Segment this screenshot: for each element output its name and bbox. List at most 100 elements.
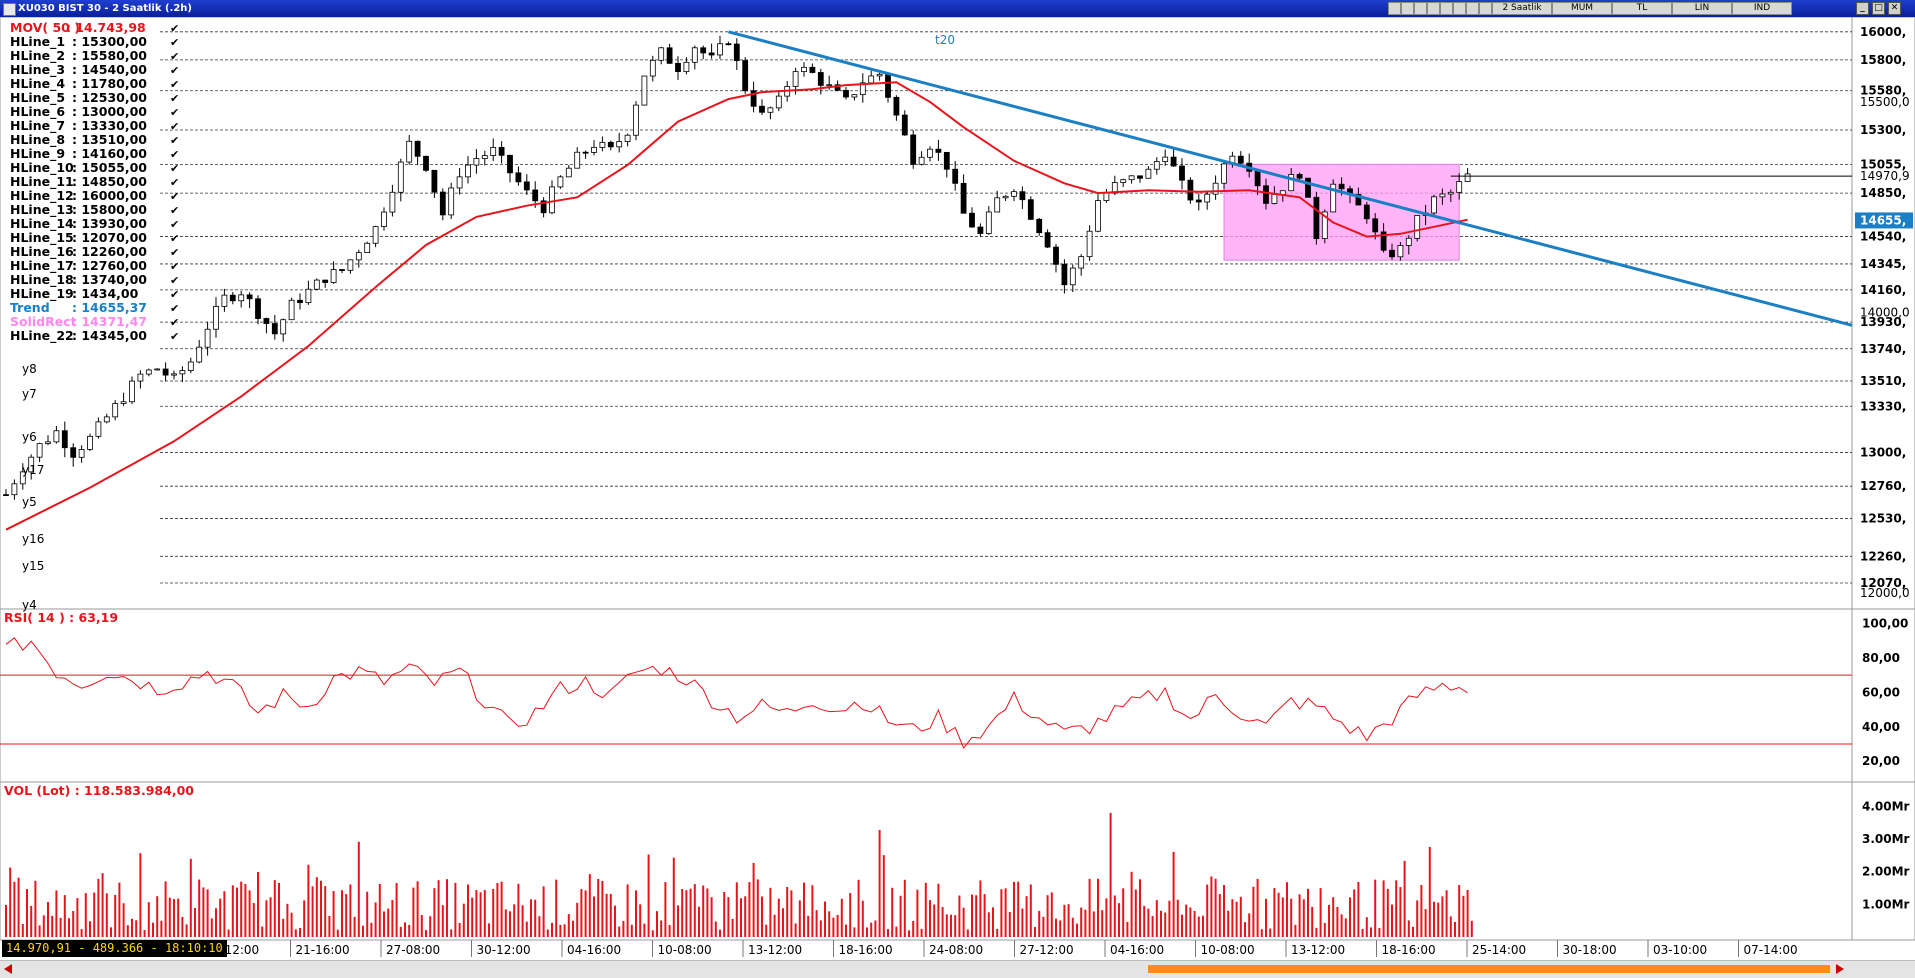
check-icon: ✔ bbox=[170, 330, 179, 343]
candle-112 bbox=[943, 151, 950, 178]
candle-139 bbox=[1170, 149, 1177, 167]
scroll-thumb[interactable] bbox=[1148, 965, 1830, 973]
candle-22 bbox=[187, 357, 194, 374]
candle-174 bbox=[1464, 168, 1471, 182]
tool-delete-icon[interactable] bbox=[1479, 2, 1492, 15]
legend-item-16[interactable]: HLine_16: 12260,00 ✔ bbox=[10, 244, 179, 260]
candle-4 bbox=[36, 442, 43, 463]
legend-item-2[interactable]: HLine_2: 15580,00 ✔ bbox=[10, 48, 179, 64]
period-selector[interactable]: 2 Saatlik bbox=[1492, 2, 1552, 15]
side-label-y17: y17 bbox=[22, 463, 44, 477]
legend-item-15[interactable]: HLine_15: 12070,00 ✔ bbox=[10, 230, 179, 246]
candle-122 bbox=[1027, 196, 1034, 221]
legend-item-9[interactable]: HLine_9: 14160,00 ✔ bbox=[10, 146, 179, 162]
candle-84 bbox=[708, 43, 715, 59]
window-title: XU030 BIST 30 - 2 Saatlik (.2h) bbox=[18, 3, 192, 14]
legend-value: : 14.743,98 bbox=[66, 20, 146, 35]
volume-title: VOL (Lot) : 118.583.984,00 bbox=[4, 783, 194, 798]
time-scrollbar[interactable] bbox=[0, 960, 1915, 978]
candle-48 bbox=[406, 134, 413, 165]
check-icon: ✔ bbox=[170, 64, 179, 77]
candle-10 bbox=[87, 433, 93, 452]
candle-25 bbox=[213, 297, 219, 338]
tool-line-icon[interactable] bbox=[1401, 2, 1414, 15]
close-button[interactable]: ✕ bbox=[1888, 2, 1901, 15]
candle-91 bbox=[767, 106, 774, 120]
candle-79 bbox=[666, 43, 673, 64]
minimize-button[interactable]: _ bbox=[1856, 2, 1869, 15]
legend-value: : 12070,00 bbox=[72, 230, 147, 245]
legend-item-4[interactable]: HLine_4: 11780,00 ✔ bbox=[10, 76, 179, 92]
legend-item-11[interactable]: HLine_11: 14850,00 ✔ bbox=[10, 174, 179, 190]
price-tick-12: 14000,0 bbox=[1860, 305, 1910, 319]
candle-41 bbox=[347, 259, 354, 274]
time-tick-12: 13-12:00 bbox=[1291, 943, 1345, 957]
trend-line[interactable] bbox=[728, 30, 1853, 327]
legend-item-22[interactable]: HLine_22: 14345,00 ✔ bbox=[10, 328, 179, 344]
candle-78 bbox=[658, 46, 665, 65]
candle-124 bbox=[1044, 229, 1051, 249]
check-icon: ✔ bbox=[170, 148, 179, 161]
candle-9 bbox=[78, 445, 85, 463]
price-tick-labels: 16000, 15800, 15580,15500,0 15300, 15055,149… bbox=[1855, 25, 1913, 600]
check-icon: ✔ bbox=[170, 106, 179, 119]
tool-zoom-icon[interactable] bbox=[1466, 2, 1479, 15]
legend-item-13[interactable]: HLine_13: 15800,00 ✔ bbox=[10, 202, 179, 218]
time-tick-13: 18-16:00 bbox=[1382, 943, 1436, 957]
legend-item-19[interactable]: HLine_19: 1434,00 ✔ bbox=[10, 286, 179, 302]
chart-canvas[interactable]: 16000, 15800, 15580,15500,0 15300, 15055,149… bbox=[0, 17, 1915, 960]
legend-item-0[interactable]: MOV( 50 ): 14.743,98 ✔ bbox=[10, 20, 179, 35]
tool-cursor-icon[interactable] bbox=[1388, 2, 1401, 15]
legend-item-1[interactable]: HLine_1: 15300,00 ✔ bbox=[10, 34, 179, 50]
legend-item-5[interactable]: HLine_5: 12530,00 ✔ bbox=[10, 90, 179, 106]
app-icon bbox=[3, 3, 16, 16]
check-icon: ✔ bbox=[170, 92, 179, 105]
candle-166 bbox=[1397, 242, 1404, 261]
legend-item-12[interactable]: HLine_12: 16000,00 ✔ bbox=[10, 188, 179, 204]
candle-125 bbox=[1053, 244, 1059, 273]
trend-segment[interactable] bbox=[728, 30, 1853, 327]
time-tick-10: 04-16:00 bbox=[1110, 943, 1164, 957]
candle-121 bbox=[1019, 186, 1026, 209]
candle-92 bbox=[775, 90, 782, 112]
tool-hline-icon[interactable] bbox=[1414, 2, 1427, 15]
candle-27 bbox=[229, 291, 236, 305]
candle-172 bbox=[1447, 189, 1454, 202]
price-tick-18: 12760, bbox=[1860, 479, 1906, 493]
mode-selector[interactable]: IND bbox=[1732, 2, 1792, 15]
maximize-button[interactable]: □ bbox=[1872, 2, 1885, 15]
scroll-right-icon[interactable] bbox=[1836, 964, 1844, 974]
rsi-series: 100,00 80,00 60,00 40,00 20,00 bbox=[0, 616, 1908, 768]
candle-123 bbox=[1036, 217, 1043, 236]
style-selector[interactable]: MUM bbox=[1552, 2, 1612, 15]
legend-item-3[interactable]: HLine_3: 14540,00 ✔ bbox=[10, 62, 179, 78]
legend-item-20[interactable]: Trend: 14655,37 ✔ bbox=[10, 300, 179, 315]
legend-item-21[interactable]: SolidRect: 14371,47 ✔ bbox=[10, 314, 179, 329]
legend-item-7[interactable]: HLine_7: 13330,00 ✔ bbox=[10, 118, 179, 134]
side-label-y8: y8 bbox=[22, 362, 37, 376]
tool-rect-icon[interactable] bbox=[1427, 2, 1440, 15]
candle-71 bbox=[599, 136, 606, 152]
legend-item-17[interactable]: HLine_17: 12760,00 ✔ bbox=[10, 258, 179, 274]
tool-text-icon[interactable] bbox=[1440, 2, 1453, 15]
check-icon: ✔ bbox=[170, 246, 179, 259]
legend-item-8[interactable]: HLine_8: 13510,00 ✔ bbox=[10, 132, 179, 148]
legend-value: : 14655,37 bbox=[72, 300, 147, 315]
candle-142 bbox=[1195, 193, 1202, 211]
candle-56 bbox=[473, 149, 480, 174]
scale-selector[interactable]: LIN bbox=[1672, 2, 1732, 15]
rsi-line bbox=[5, 637, 1468, 749]
scroll-left-icon[interactable] bbox=[4, 964, 12, 974]
tool-fib-icon[interactable] bbox=[1453, 2, 1466, 15]
legend-name: HLine_3 bbox=[10, 62, 65, 78]
legend-item-6[interactable]: HLine_6: 13000,00 ✔ bbox=[10, 104, 179, 120]
candle-54 bbox=[456, 168, 463, 195]
legend-item-14[interactable]: HLine_14: 13930,00 ✔ bbox=[10, 216, 179, 232]
candle-133 bbox=[1120, 178, 1127, 187]
time-tick-7: 18-16:00 bbox=[839, 943, 893, 957]
currency-selector[interactable]: TL bbox=[1612, 2, 1672, 15]
price-tick-19: 12530, bbox=[1860, 511, 1906, 525]
legend-value: : 13740,00 bbox=[72, 272, 147, 287]
legend-item-10[interactable]: HLine_10: 15055,00 ✔ bbox=[10, 160, 179, 176]
legend-item-18[interactable]: HLine_18: 13740,00 ✔ bbox=[10, 272, 179, 288]
